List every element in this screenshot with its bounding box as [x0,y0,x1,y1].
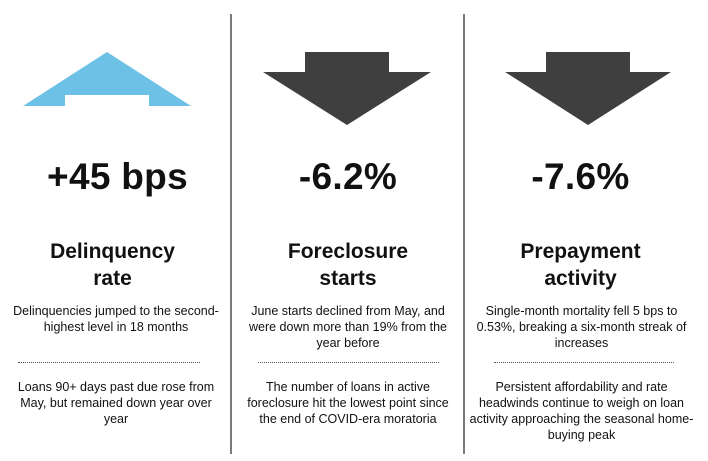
dotted-separator [18,362,200,363]
arrow-down-icon [263,52,431,125]
column-divider [463,14,465,454]
panel-title: Foreclosure starts [232,238,464,292]
delinquency-panel: +45 bps Delinquency rate Delinquencies j… [0,0,231,461]
metric-value: +45 bps [47,156,188,197]
secondary-description: Persistent affordability and rate headwi… [469,380,694,442]
column-divider [230,14,232,454]
panel-title-line: Foreclosure [287,240,409,263]
secondary-description: The number of loans in active foreclosur… [247,380,449,426]
panel-title: Prepayment activity [459,238,702,292]
prepayment-panel: -7.6% Prepayment activity Single-month m… [465,0,708,461]
panel-title-line: Prepayment [520,240,641,263]
foreclosure-panel: -6.2% Foreclosure starts June starts dec… [232,0,464,461]
panel-title-line: starts [319,267,377,290]
dotted-separator [258,362,439,363]
metric-value: -7.6% [531,156,630,197]
primary-description: Delinquencies jumped to the second-highe… [13,304,219,334]
primary-description: June starts declined from May, and were … [248,304,448,350]
dotted-separator [494,362,674,363]
secondary-description: Loans 90+ days past due rose from May, b… [17,380,215,426]
panel-title-line: activity [544,267,617,290]
arrow-up-icon [23,52,191,106]
primary-description: Single-month mortality fell 5 bps to 0.5… [476,304,687,350]
arrow-down-icon [505,52,671,125]
panel-title-line: Delinquency [50,240,175,263]
metric-value: -6.2% [298,156,398,197]
panel-title-line: rate [93,267,132,290]
panel-title: Delinquency rate [0,238,228,292]
